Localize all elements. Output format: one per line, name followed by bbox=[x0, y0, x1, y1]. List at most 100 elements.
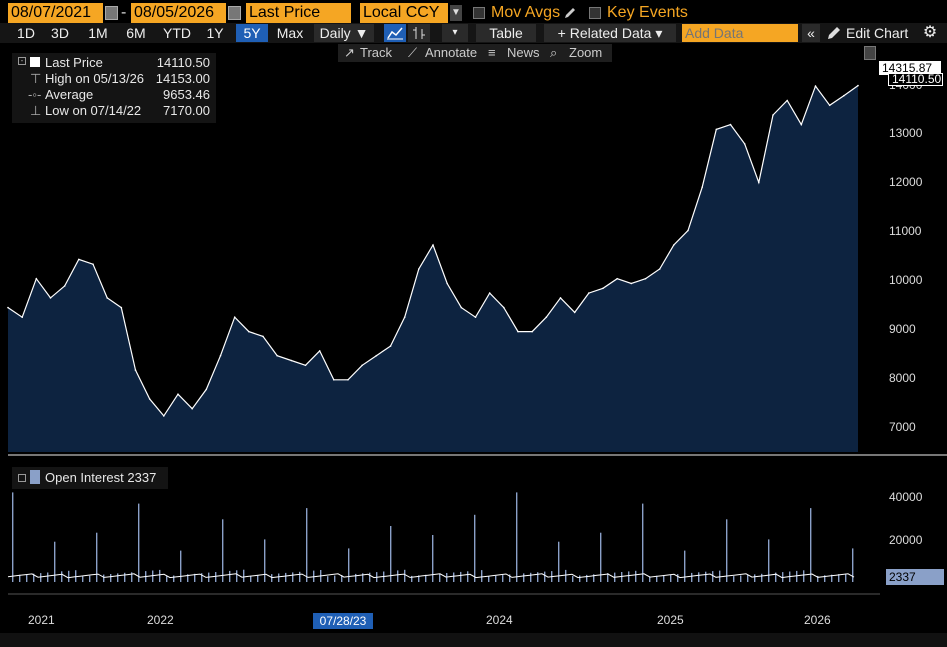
collapse-icon[interactable]: « bbox=[802, 24, 820, 42]
edit-chart-pencil-icon bbox=[826, 25, 842, 41]
range-button-5y[interactable]: 5Y bbox=[236, 24, 268, 42]
oi-badge-last: 2337 bbox=[886, 569, 944, 585]
currency-dropdown-icon[interactable]: ▼ bbox=[450, 5, 462, 21]
oi-bar bbox=[425, 574, 427, 582]
annotate-button[interactable]: Annotate bbox=[425, 45, 478, 60]
news-button[interactable]: News bbox=[507, 45, 540, 60]
last-price-swatch bbox=[30, 57, 40, 67]
range-button-6m[interactable]: 6M bbox=[126, 25, 146, 41]
price-area bbox=[8, 85, 858, 452]
price-point bbox=[616, 277, 618, 280]
key-events-checkbox[interactable] bbox=[589, 7, 601, 19]
low-marker-icon: ⊥ bbox=[30, 103, 42, 118]
price-point bbox=[63, 285, 66, 287]
start-date-input[interactable]: 08/07/2021 bbox=[8, 3, 103, 23]
pencil-icon[interactable] bbox=[563, 5, 577, 21]
oi-bar bbox=[439, 573, 441, 582]
legend-collapse-icon[interactable]: - bbox=[18, 57, 26, 65]
related-data-button[interactable]: + Related Data ▾ bbox=[544, 24, 676, 42]
x-tick-label: 2022 bbox=[147, 613, 174, 627]
badge-last: 14110.50 bbox=[888, 73, 943, 86]
oi-bar bbox=[516, 492, 518, 582]
oi-bar bbox=[96, 532, 98, 582]
currency-select[interactable]: Local CCY bbox=[360, 3, 448, 23]
oi-bar bbox=[327, 576, 329, 582]
oi-bar bbox=[362, 573, 364, 582]
oi-bar bbox=[82, 576, 84, 582]
price-tick-label: 9000 bbox=[889, 322, 916, 336]
oi-bar bbox=[642, 503, 644, 582]
oi-bar bbox=[453, 572, 455, 582]
line-chart-icon[interactable] bbox=[384, 24, 406, 42]
edit-chart-button[interactable]: Edit Chart bbox=[846, 25, 909, 41]
oi-bar bbox=[572, 576, 574, 582]
price-point bbox=[644, 277, 647, 280]
oi-bar bbox=[831, 574, 833, 582]
price-point bbox=[488, 292, 491, 294]
add-data-input[interactable] bbox=[682, 24, 798, 42]
start-calendar-icon[interactable] bbox=[105, 6, 118, 20]
range-button-max[interactable]: Max bbox=[276, 25, 304, 41]
oi-bar bbox=[635, 570, 637, 582]
oi-bar bbox=[397, 570, 399, 582]
range-button-ytd[interactable]: YTD bbox=[163, 25, 191, 41]
end-calendar-icon[interactable] bbox=[228, 6, 241, 20]
oi-bar bbox=[502, 575, 504, 582]
table-button[interactable]: Table bbox=[476, 24, 536, 42]
oi-bar bbox=[47, 572, 49, 582]
oi-bar bbox=[75, 570, 77, 582]
oi-bar bbox=[698, 572, 700, 582]
chart-type-dropdown-icon[interactable]: ▾ bbox=[442, 24, 468, 42]
oi-bar bbox=[418, 575, 420, 582]
oi-bar bbox=[768, 539, 770, 582]
price-point bbox=[573, 311, 576, 314]
frequency-select[interactable]: Daily ▼ bbox=[314, 24, 374, 42]
oi-bar bbox=[110, 574, 112, 582]
legend-low-label: Low on 07/14/22 bbox=[45, 103, 142, 118]
price-point bbox=[233, 316, 236, 319]
oi-bar bbox=[845, 573, 847, 582]
x-tick-label: 2026 bbox=[804, 613, 831, 627]
oi-bar bbox=[243, 569, 245, 582]
mov-avgs-checkbox[interactable] bbox=[473, 7, 485, 19]
oi-bar bbox=[166, 576, 168, 582]
bar-chart-icon[interactable] bbox=[408, 24, 430, 42]
panel-resize-icon[interactable] bbox=[864, 46, 876, 60]
gear-icon[interactable]: ⚙ bbox=[922, 24, 938, 41]
price-point bbox=[177, 393, 179, 396]
track-icon: ↗ bbox=[344, 45, 355, 60]
range-button-1y[interactable]: 1Y bbox=[206, 25, 224, 41]
average-marker-icon: -◦- bbox=[28, 87, 42, 102]
price-tick-label: 12000 bbox=[889, 175, 923, 189]
oi-bar bbox=[299, 571, 301, 582]
zoom-icon: ⌕ bbox=[550, 45, 558, 60]
oi-bar bbox=[775, 572, 777, 582]
oi-bar bbox=[474, 514, 476, 582]
range-button-1d[interactable]: 1D bbox=[17, 25, 35, 41]
range-button-1m[interactable]: 1M bbox=[88, 25, 108, 41]
oi-bar bbox=[488, 576, 490, 582]
price-point bbox=[602, 287, 604, 290]
oi-swatch bbox=[30, 470, 40, 484]
end-date-input[interactable]: 08/05/2026 bbox=[131, 3, 226, 23]
bottom-scroll-strip[interactable] bbox=[0, 633, 947, 647]
oi-bar bbox=[537, 572, 539, 582]
oi-bar bbox=[292, 572, 294, 582]
x-tick-label: 2025 bbox=[657, 613, 684, 627]
price-point bbox=[772, 114, 774, 116]
price-point bbox=[630, 282, 633, 285]
oi-legend-collapse-icon[interactable] bbox=[18, 474, 26, 482]
range-button-3d[interactable]: 3D bbox=[51, 25, 69, 41]
oi-bar bbox=[348, 548, 350, 582]
price-point bbox=[658, 268, 661, 270]
oi-bar bbox=[733, 576, 735, 582]
price-point bbox=[120, 306, 123, 309]
price-point bbox=[49, 297, 52, 299]
oi-bar bbox=[117, 573, 119, 582]
legend-low-value: 7170.00 bbox=[163, 103, 210, 118]
field-select[interactable]: Last Price bbox=[246, 3, 351, 23]
zoom-button[interactable]: Zoom bbox=[569, 45, 603, 60]
price-point bbox=[588, 292, 590, 294]
track-button[interactable]: Track bbox=[360, 45, 393, 60]
